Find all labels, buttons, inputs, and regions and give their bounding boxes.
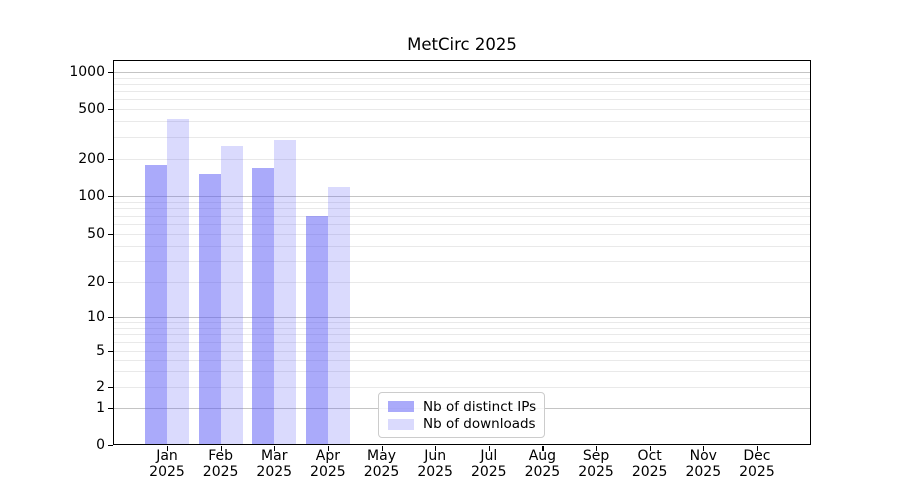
x-tick-label-dec: Dec 2025 (739, 448, 775, 480)
x-tick-label-aug: Aug 2025 (524, 448, 561, 480)
y-gridline-30 (114, 260, 810, 262)
y-gridline-10 (114, 316, 810, 318)
x-tick-label-jan: Jan 2025 (149, 448, 185, 480)
y-tick-100 (108, 196, 113, 198)
y-tick-label-5: 5 (96, 343, 105, 359)
x-tick-feb (220, 445, 222, 451)
y-gridline-6 (114, 341, 810, 343)
y-tick-500 (108, 109, 113, 111)
y-gridline-8 (114, 327, 810, 329)
bar-apr-downloads (327, 187, 350, 444)
y-gridline-90 (114, 201, 810, 203)
y-tick-5 (108, 351, 113, 353)
legend-swatch-downloads (388, 418, 414, 430)
x-tick-dec (756, 445, 759, 451)
x-tick-apr (327, 445, 330, 451)
y-tick-label-50: 50 (87, 226, 105, 242)
bar-apr-distinct-ips (305, 215, 328, 444)
x-tick-may (381, 445, 383, 451)
y-gridline-3 (114, 370, 810, 372)
y-tick-label-10: 10 (87, 308, 105, 325)
y-gridline-4 (114, 359, 810, 361)
bar-feb-distinct-ips (198, 174, 221, 444)
y-gridline-5 (114, 351, 810, 352)
y-gridline-500 (114, 109, 810, 110)
y-gridline-100 (114, 196, 810, 197)
y-gridline-200 (114, 159, 810, 160)
y-tick-label-1000: 1000 (69, 64, 105, 80)
y-gridline-9 (114, 321, 810, 323)
y-tick-1000 (108, 72, 113, 74)
x-tick-label-jul: Jul 2025 (470, 448, 507, 480)
x-tick-label-nov: Nov 2025 (685, 448, 722, 480)
x-tick-jul (488, 445, 490, 451)
legend-entry-downloads: Nb of downloads (388, 416, 536, 433)
bar-jan-downloads (167, 119, 189, 444)
y-tick-20 (108, 282, 113, 284)
y-gridline-800 (114, 83, 810, 85)
x-tick-label-mar: Mar 2025 (256, 448, 293, 480)
y-tick-label-100: 100 (78, 188, 105, 204)
x-tick-aug (542, 445, 544, 451)
x-tick-sep (596, 445, 598, 451)
legend-swatch-distinct-ips (388, 401, 414, 413)
x-tick-mar (274, 445, 276, 451)
y-gridline-70 (114, 215, 810, 217)
x-tick-label-feb: Feb 2025 (202, 448, 239, 480)
bar-feb-downloads (220, 145, 243, 444)
y-tick-label-2: 2 (96, 378, 105, 395)
y-tick-label-1: 1 (96, 400, 105, 416)
x-tick-label-sep: Sep 2025 (578, 448, 614, 480)
chart-title: MetCirc 2025 (407, 35, 517, 54)
x-tick-label-apr: Apr 2025 (310, 448, 346, 480)
x-tick-oct (649, 445, 651, 451)
y-gridline-700 (114, 91, 810, 93)
bar-mar-downloads (274, 139, 297, 444)
y-gridline-60 (114, 224, 810, 225)
y-gridline-40 (114, 245, 810, 247)
x-tick-nov (703, 445, 705, 451)
y-gridline-900 (114, 77, 810, 79)
legend-box: Nb of distinct IPs Nb of downloads (378, 392, 545, 438)
y-tick-label-20: 20 (87, 274, 105, 290)
y-gridline-80 (114, 208, 810, 210)
y-tick-label-200: 200 (78, 151, 105, 167)
y-gridline-600 (114, 99, 810, 101)
legend-label-distinct-ips: Nb of distinct IPs (423, 398, 537, 415)
y-gridline-7 (114, 334, 810, 336)
legend-entry-distinct-ips: Nb of distinct IPs (388, 398, 536, 415)
y-tick-200 (108, 159, 113, 161)
x-tick-jun (435, 445, 437, 451)
x-tick-label-jun: Jun 2025 (417, 448, 453, 480)
y-gridline-50 (114, 234, 810, 235)
y-tick-2 (108, 386, 113, 388)
x-tick-label-oct: Oct 2025 (631, 448, 668, 480)
x-tick-jan (167, 445, 169, 451)
y-gridline-1000 (114, 72, 810, 73)
y-tick-label-500: 500 (78, 101, 105, 117)
y-tick-1 (108, 408, 113, 410)
y-gridline-300 (114, 136, 810, 138)
y-gridline-400 (114, 121, 810, 123)
y-tick-50 (108, 234, 113, 236)
y-tick-10 (108, 316, 113, 318)
y-gridline-20 (114, 282, 810, 283)
legend-label-downloads: Nb of downloads (423, 416, 536, 433)
y-gridline-2 (114, 386, 810, 388)
y-tick-0 (108, 445, 113, 447)
x-tick-label-may: May 2025 (363, 448, 400, 480)
bar-jan-distinct-ips (145, 164, 167, 444)
bar-mar-distinct-ips (252, 167, 275, 444)
y-tick-label-0: 0 (96, 437, 105, 453)
